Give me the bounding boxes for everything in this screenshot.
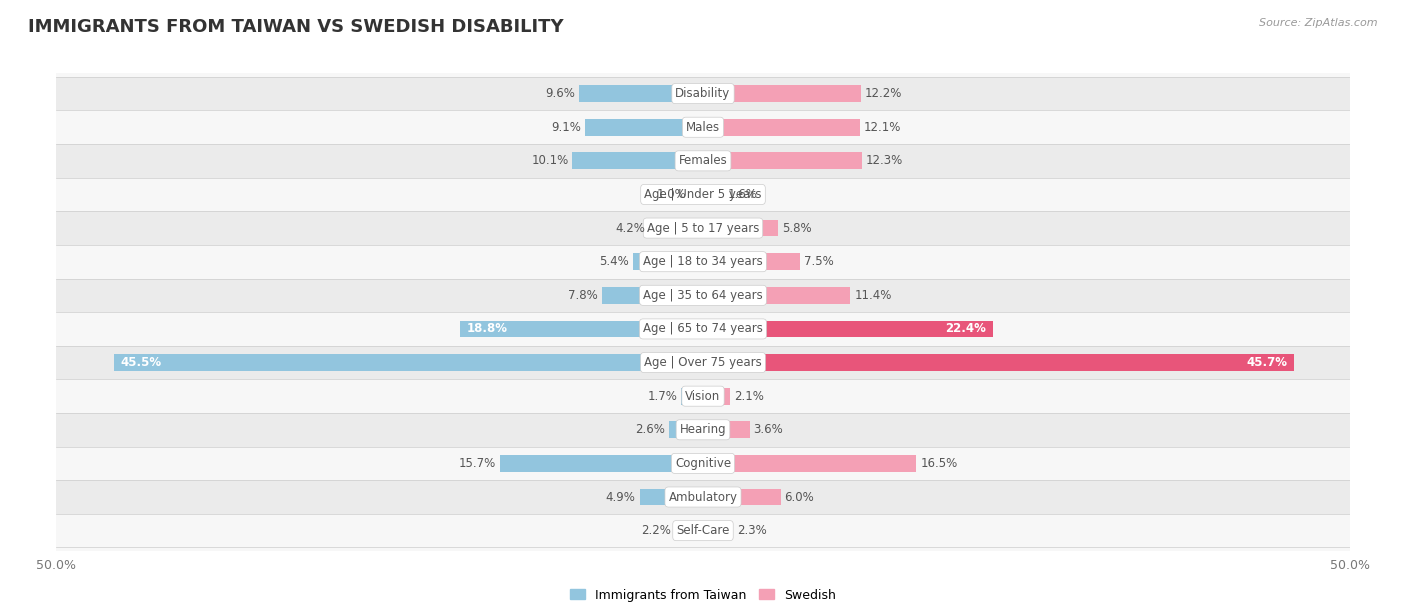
Text: Age | Under 5 years: Age | Under 5 years — [644, 188, 762, 201]
Bar — [56, 76, 1350, 110]
Text: 9.1%: 9.1% — [551, 121, 582, 134]
Text: 2.3%: 2.3% — [737, 524, 766, 537]
Text: 12.2%: 12.2% — [865, 87, 903, 100]
Bar — [703, 287, 851, 304]
Text: 12.1%: 12.1% — [863, 121, 901, 134]
Text: 4.9%: 4.9% — [606, 490, 636, 504]
Bar — [703, 152, 862, 170]
Bar — [114, 354, 703, 371]
Text: 7.5%: 7.5% — [804, 255, 834, 268]
Text: 4.2%: 4.2% — [614, 222, 645, 234]
Legend: Immigrants from Taiwan, Swedish: Immigrants from Taiwan, Swedish — [565, 584, 841, 606]
Bar — [703, 186, 724, 203]
Bar — [703, 422, 749, 438]
Bar — [501, 455, 703, 472]
Bar — [681, 388, 703, 405]
Bar — [585, 119, 703, 136]
Text: 9.6%: 9.6% — [546, 87, 575, 100]
Bar — [602, 287, 703, 304]
Bar — [56, 413, 1350, 447]
Text: 12.3%: 12.3% — [866, 154, 903, 167]
Text: Vision: Vision — [685, 390, 721, 403]
Text: 45.5%: 45.5% — [121, 356, 162, 369]
Bar — [690, 186, 703, 203]
Bar — [703, 321, 993, 337]
Text: 45.7%: 45.7% — [1247, 356, 1288, 369]
Bar — [579, 85, 703, 102]
Text: 1.0%: 1.0% — [657, 188, 686, 201]
Text: Males: Males — [686, 121, 720, 134]
Text: 2.6%: 2.6% — [636, 424, 665, 436]
Text: Females: Females — [679, 154, 727, 167]
Bar — [56, 144, 1350, 177]
Bar — [633, 253, 703, 270]
Text: 1.6%: 1.6% — [727, 188, 758, 201]
Bar — [460, 321, 703, 337]
Bar — [56, 278, 1350, 312]
Text: Age | 18 to 34 years: Age | 18 to 34 years — [643, 255, 763, 268]
Bar — [640, 488, 703, 506]
Bar — [56, 480, 1350, 514]
Bar — [56, 346, 1350, 379]
Bar — [703, 354, 1294, 371]
Text: Age | Over 75 years: Age | Over 75 years — [644, 356, 762, 369]
Bar — [56, 447, 1350, 480]
Bar — [56, 312, 1350, 346]
Text: Source: ZipAtlas.com: Source: ZipAtlas.com — [1260, 18, 1378, 28]
Bar — [56, 245, 1350, 278]
Text: 6.0%: 6.0% — [785, 490, 814, 504]
Text: Age | 65 to 74 years: Age | 65 to 74 years — [643, 323, 763, 335]
Text: 11.4%: 11.4% — [855, 289, 891, 302]
Text: 2.2%: 2.2% — [641, 524, 671, 537]
Text: 1.7%: 1.7% — [647, 390, 678, 403]
Bar — [56, 514, 1350, 548]
Bar — [56, 211, 1350, 245]
Text: 7.8%: 7.8% — [568, 289, 598, 302]
Text: 10.1%: 10.1% — [531, 154, 568, 167]
Text: 15.7%: 15.7% — [458, 457, 496, 470]
Bar — [703, 455, 917, 472]
Text: 16.5%: 16.5% — [921, 457, 957, 470]
Text: 5.8%: 5.8% — [782, 222, 811, 234]
Text: 18.8%: 18.8% — [467, 323, 508, 335]
Bar — [703, 119, 859, 136]
Bar — [675, 522, 703, 539]
Text: Age | 35 to 64 years: Age | 35 to 64 years — [643, 289, 763, 302]
Text: Ambulatory: Ambulatory — [668, 490, 738, 504]
Bar — [703, 85, 860, 102]
Text: 2.1%: 2.1% — [734, 390, 763, 403]
Bar — [703, 253, 800, 270]
Bar — [56, 110, 1350, 144]
Text: Self-Care: Self-Care — [676, 524, 730, 537]
Text: Cognitive: Cognitive — [675, 457, 731, 470]
Text: IMMIGRANTS FROM TAIWAN VS SWEDISH DISABILITY: IMMIGRANTS FROM TAIWAN VS SWEDISH DISABI… — [28, 18, 564, 36]
Bar — [703, 488, 780, 506]
Text: Age | 5 to 17 years: Age | 5 to 17 years — [647, 222, 759, 234]
Bar — [648, 220, 703, 236]
Text: Hearing: Hearing — [679, 424, 727, 436]
Bar — [669, 422, 703, 438]
Bar — [703, 522, 733, 539]
Bar — [703, 220, 778, 236]
Bar — [56, 177, 1350, 211]
Bar — [572, 152, 703, 170]
Text: 3.6%: 3.6% — [754, 424, 783, 436]
Bar — [56, 379, 1350, 413]
Text: 22.4%: 22.4% — [945, 323, 986, 335]
Text: Disability: Disability — [675, 87, 731, 100]
Text: 5.4%: 5.4% — [599, 255, 630, 268]
Bar — [703, 388, 730, 405]
